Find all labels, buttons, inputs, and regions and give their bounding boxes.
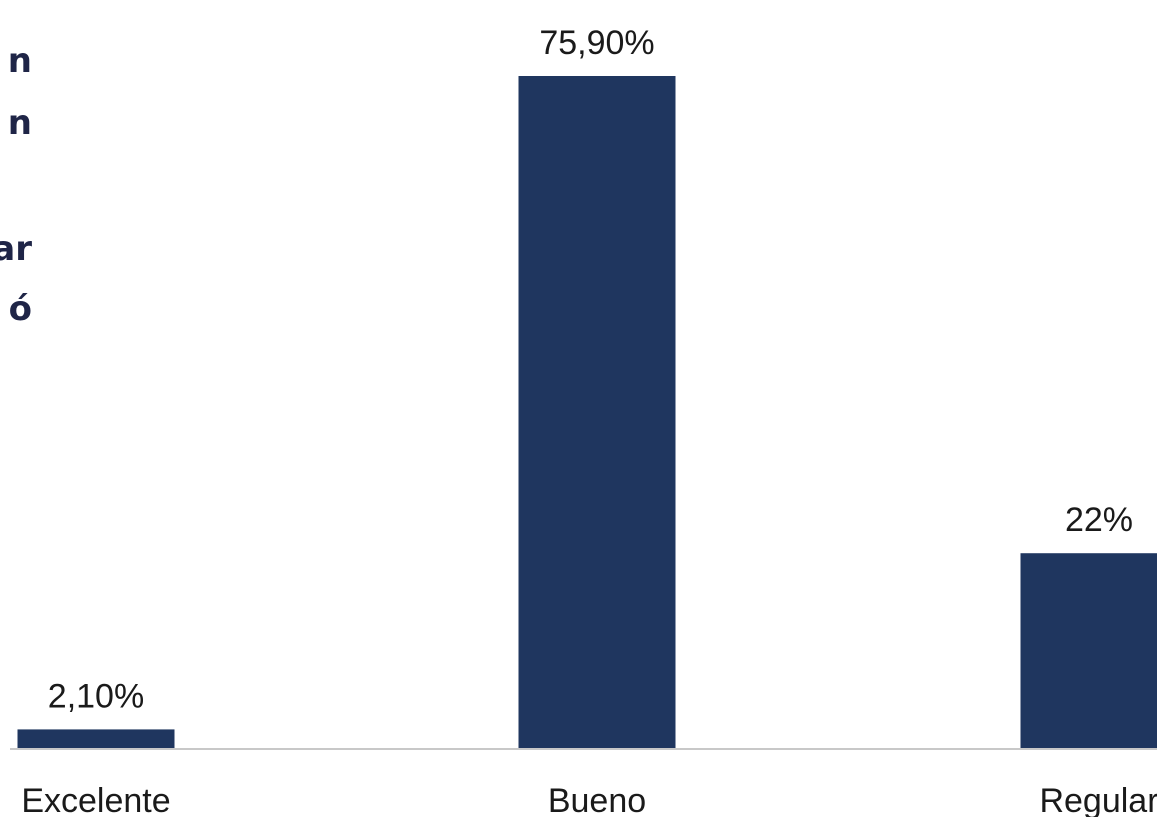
category-label-regular: Regular	[1039, 782, 1157, 817]
bar-excelente	[17, 729, 175, 748]
side-text-fragment: ar	[0, 229, 32, 269]
bar-regular	[1020, 553, 1157, 748]
category-label-excelente: Excelente	[21, 782, 170, 817]
data-label-bueno: 75,90%	[539, 24, 654, 62]
data-label-excelente: 2,10%	[48, 677, 144, 715]
category-label-bueno: Bueno	[548, 782, 646, 817]
side-text-fragment: ó	[8, 289, 32, 329]
side-text-fragment: n	[7, 103, 32, 143]
cropped-side-text: n n ar ó	[0, 0, 40, 420]
side-text-fragment: n	[7, 41, 32, 81]
bar-bueno	[518, 76, 676, 748]
data-label-regular: 22%	[1065, 501, 1133, 539]
